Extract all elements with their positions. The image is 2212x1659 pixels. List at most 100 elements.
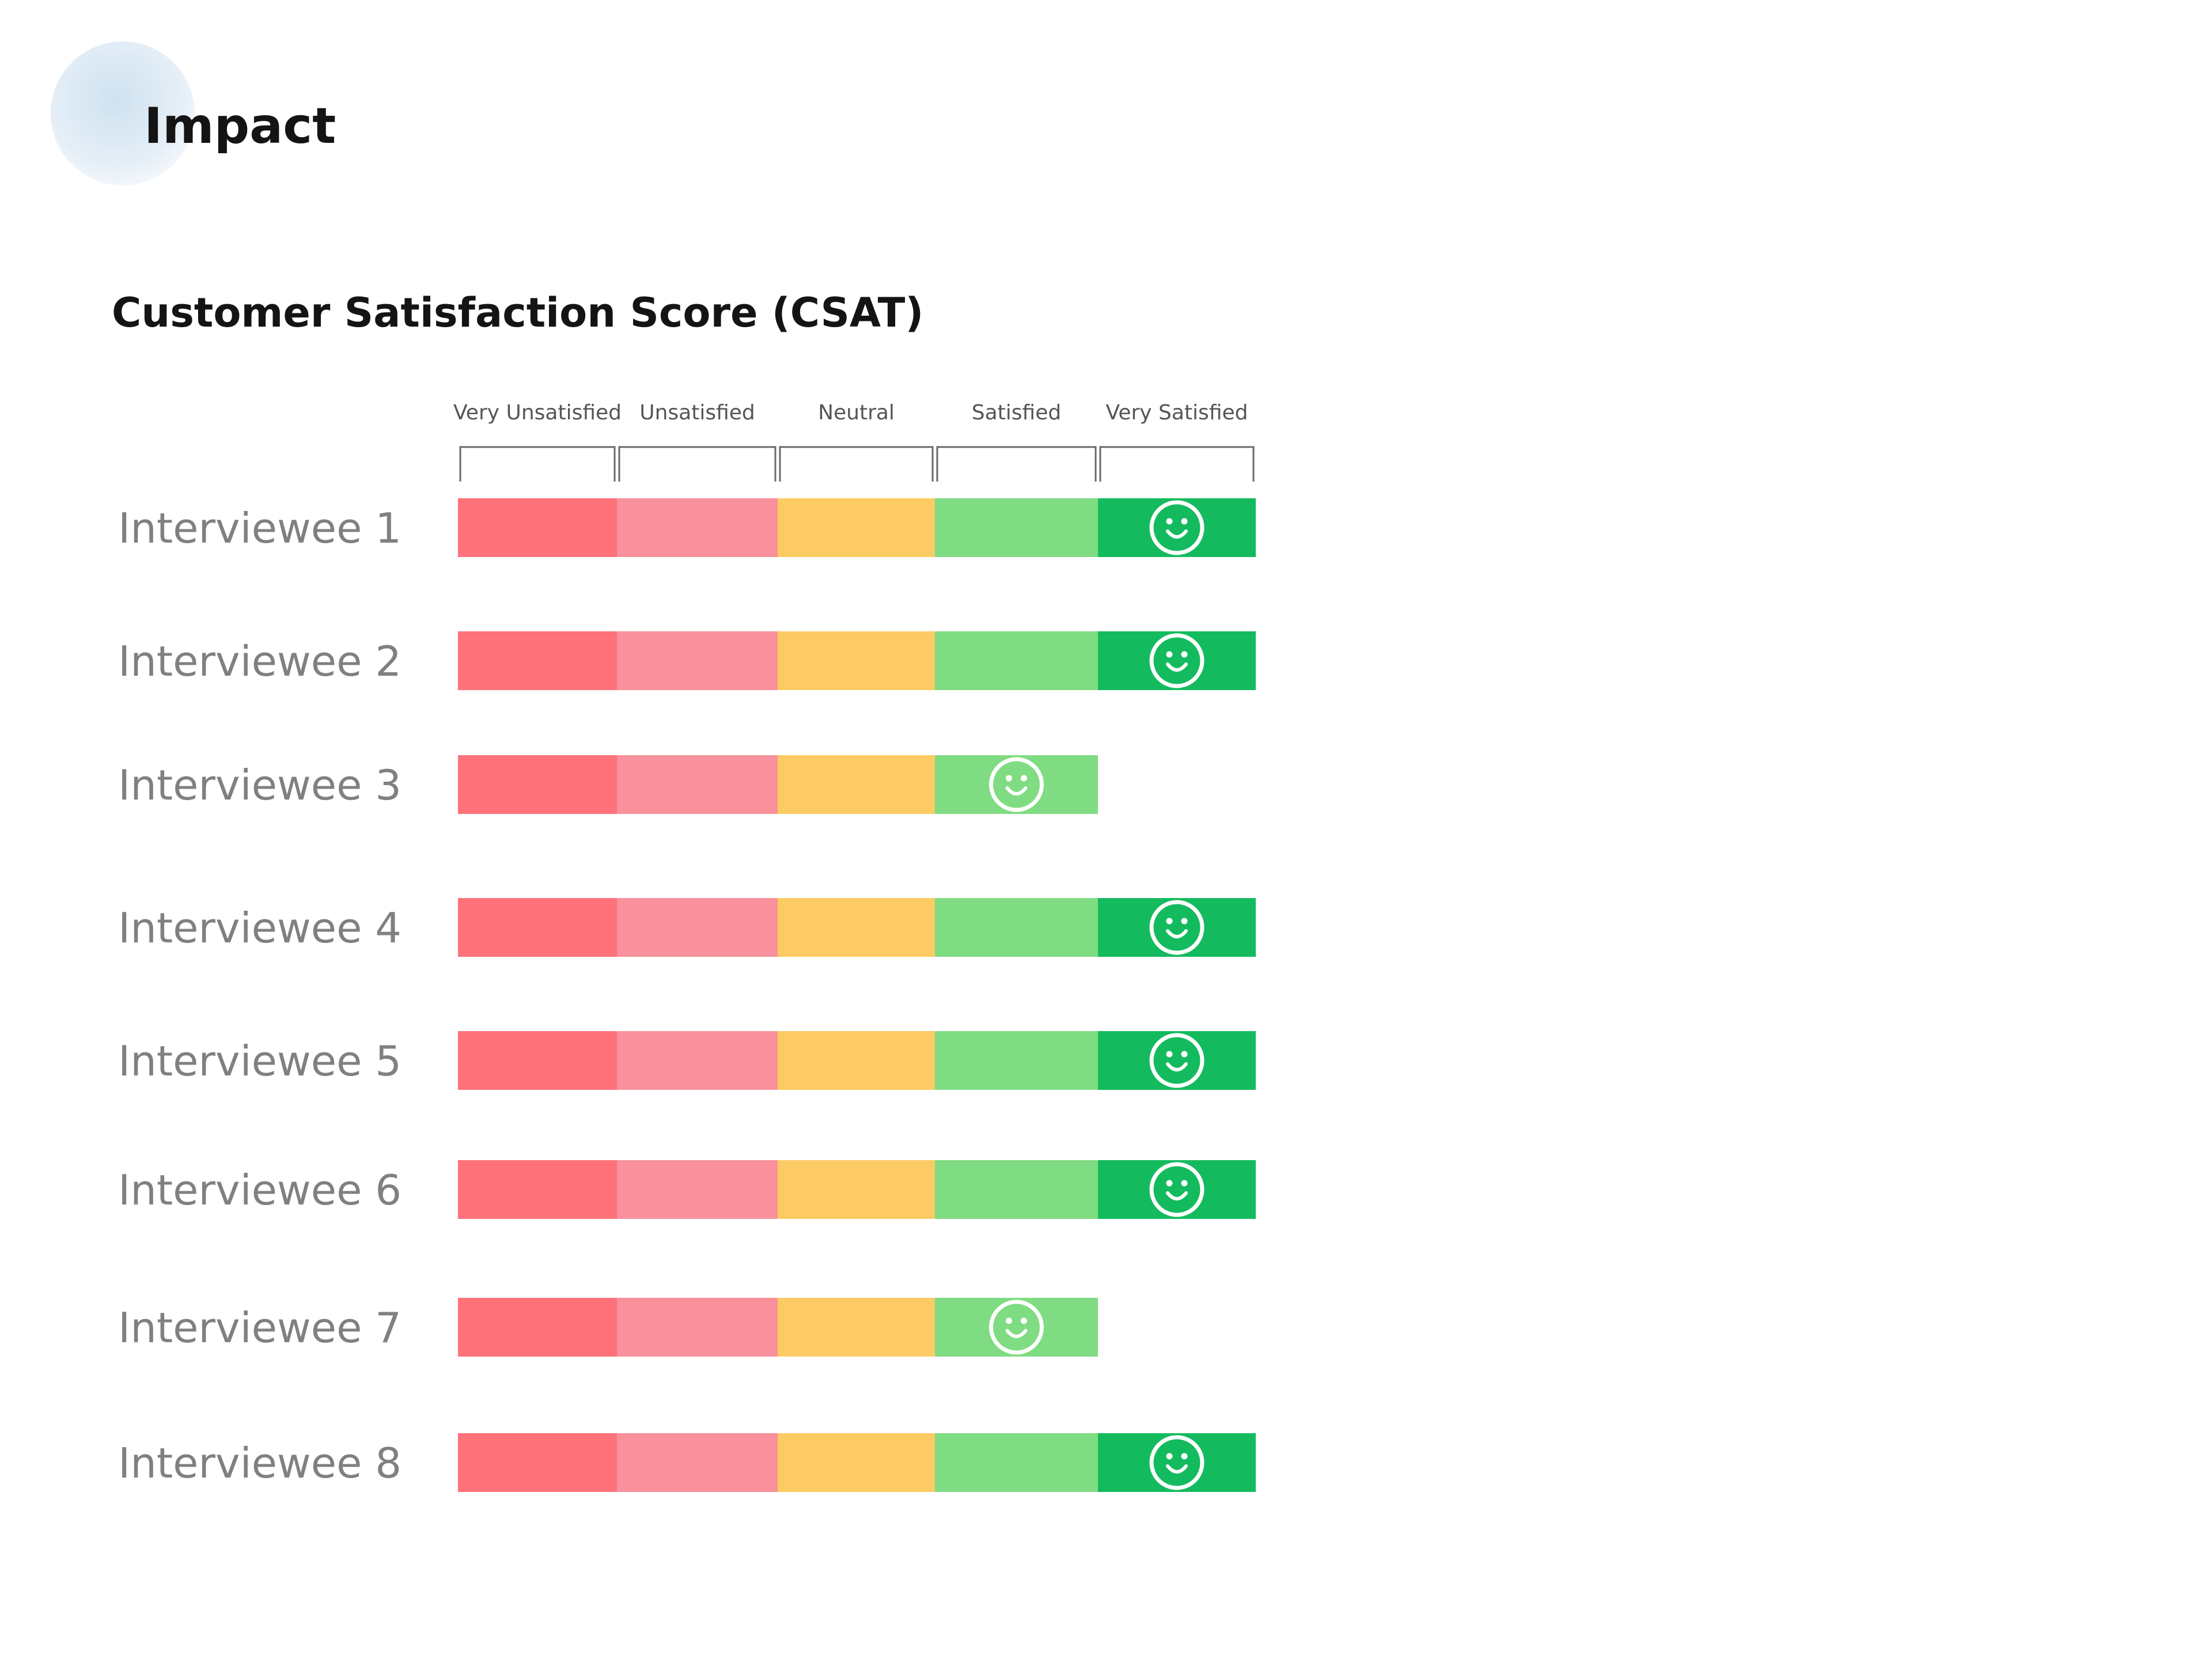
table-row: Interviewee 2 [118, 631, 1256, 690]
smiley-eye-left [1166, 651, 1173, 658]
bar-segment [617, 755, 778, 814]
bar-segment [778, 1160, 935, 1219]
smiley-eye-left [1006, 1317, 1012, 1324]
bar-segment [458, 498, 617, 557]
bar-segment [1098, 1433, 1256, 1492]
table-row: Interviewee 3 [118, 755, 1098, 814]
page-title: Impact [144, 97, 336, 155]
smiley-icon [1149, 1033, 1205, 1088]
table-row: Interviewee 8 [118, 1433, 1256, 1492]
row-label: Interviewee 1 [118, 504, 402, 552]
table-row: Interviewee 7 [118, 1298, 1098, 1357]
smiley-face-outline [1149, 500, 1205, 555]
bar-segment [458, 1031, 617, 1090]
smiley-eye-right [1021, 1317, 1027, 1324]
category-label: Satisfied [972, 401, 1061, 425]
bar-segment [458, 1298, 617, 1357]
category-bracket [779, 446, 934, 482]
decorative-blob [51, 41, 195, 185]
bar-segment [778, 898, 935, 957]
smiley-icon [1149, 500, 1205, 555]
bar-segment [778, 1298, 935, 1357]
bar-segment [778, 1031, 935, 1090]
smiley-eye-right [1181, 1180, 1188, 1187]
smiley-icon [989, 1300, 1044, 1355]
smiley-eye-right [1181, 651, 1188, 658]
smiley-eye-left [1166, 1453, 1173, 1460]
row-label: Interviewee 8 [118, 1439, 402, 1487]
category-bracket [1099, 446, 1255, 482]
category-label: Very Satisfied [1106, 401, 1248, 425]
bar-segment [458, 1160, 617, 1219]
smiley-icon [1149, 900, 1205, 955]
bar-segment [935, 898, 1098, 957]
bar-segment [617, 498, 778, 557]
bar-segment [458, 1433, 617, 1492]
smiley-eye-left [1166, 1051, 1173, 1058]
smiley-icon [1149, 1435, 1205, 1490]
smiley-mouth [1166, 529, 1188, 539]
smiley-eye-right [1181, 518, 1188, 525]
smiley-eye-left [1166, 918, 1173, 925]
row-label: Interviewee 7 [118, 1304, 402, 1352]
bar-segment [935, 1433, 1098, 1492]
smiley-mouth [1005, 1329, 1028, 1338]
row-label: Interviewee 4 [118, 904, 402, 952]
smiley-icon [1149, 633, 1205, 688]
category-label: Neutral [818, 401, 895, 425]
row-label: Interviewee 3 [118, 761, 402, 809]
bar-segment [1098, 898, 1256, 957]
category-bracket [936, 446, 1097, 482]
smiley-eye-left [1006, 775, 1012, 782]
bar-segment [617, 898, 778, 957]
smiley-icon [1149, 1162, 1205, 1217]
category-label: Very Unsatisfied [453, 401, 622, 425]
smiley-face-outline [1149, 1033, 1205, 1088]
bar-segment [617, 1160, 778, 1219]
bar-segment [935, 1298, 1098, 1357]
bar-segment [778, 755, 935, 814]
bar-segment [778, 631, 935, 690]
chart-title: Customer Satisfaction Score (CSAT) [112, 289, 924, 336]
table-row: Interviewee 5 [118, 1031, 1256, 1090]
smiley-mouth [1166, 1062, 1188, 1071]
bar-segment [778, 1433, 935, 1492]
row-label: Interviewee 6 [118, 1166, 402, 1214]
table-row: Interviewee 1 [118, 498, 1256, 557]
smiley-face-outline [1149, 633, 1205, 688]
smiley-mouth [1166, 662, 1188, 672]
smiley-eye-right [1181, 1453, 1188, 1460]
bar-segment [1098, 1160, 1256, 1219]
smiley-mouth [1166, 929, 1188, 938]
smiley-icon [989, 757, 1044, 812]
bar-segment [617, 1433, 778, 1492]
table-row: Interviewee 4 [118, 898, 1256, 957]
smiley-eye-right [1181, 1051, 1188, 1058]
smiley-eye-right [1021, 775, 1027, 782]
bar-segment [935, 498, 1098, 557]
bar-segment [935, 1160, 1098, 1219]
smiley-face-outline [1149, 1162, 1205, 1217]
bar-segment [935, 1031, 1098, 1090]
bar-segment [778, 498, 935, 557]
bar-segment [617, 631, 778, 690]
bar-segment [1098, 631, 1256, 690]
bar-segment [617, 1298, 778, 1357]
row-label: Interviewee 5 [118, 1037, 402, 1085]
smiley-eye-left [1166, 1180, 1173, 1187]
smiley-face-outline [1149, 1435, 1205, 1490]
smiley-mouth [1005, 786, 1028, 796]
smiley-face-outline [1149, 900, 1205, 955]
bar-segment [617, 1031, 778, 1090]
smiley-face-outline [989, 1300, 1044, 1355]
bar-segment [1098, 1031, 1256, 1090]
bar-segment [458, 755, 617, 814]
table-row: Interviewee 6 [118, 1160, 1256, 1219]
bar-segment [935, 755, 1098, 814]
bar-segment [458, 898, 617, 957]
category-bracket [618, 446, 777, 482]
smiley-face-outline [989, 757, 1044, 812]
row-label: Interviewee 2 [118, 637, 402, 685]
bar-segment [935, 631, 1098, 690]
